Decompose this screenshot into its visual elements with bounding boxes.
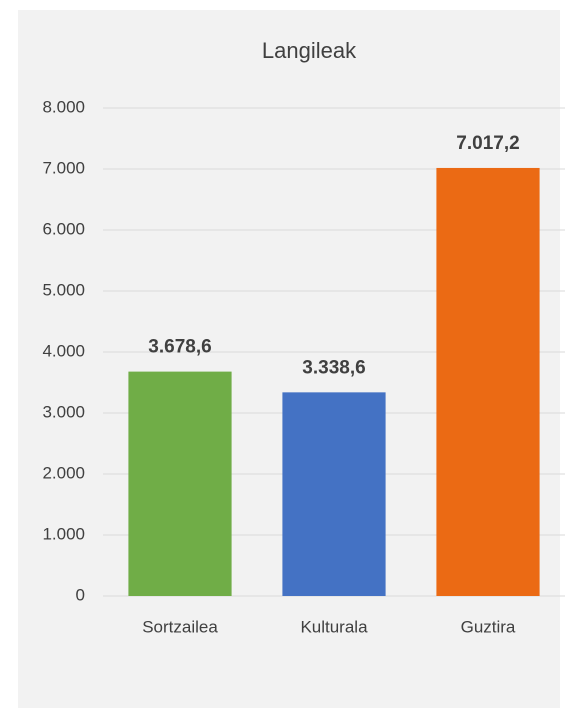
bar <box>128 371 232 596</box>
x-tick-label: Sortzailea <box>142 617 218 636</box>
y-tick-label: 8.000 <box>42 97 85 116</box>
y-tick-label: 1.000 <box>42 524 85 543</box>
data-label: 3.678,6 <box>148 337 211 358</box>
y-tick-label: 2.000 <box>42 463 85 482</box>
chart-title: Langileak <box>262 38 357 63</box>
bar <box>436 167 540 596</box>
bar <box>282 392 386 596</box>
y-tick-label: 5.000 <box>42 280 85 299</box>
x-tick-label: Guztira <box>461 617 516 636</box>
x-tick-label: Kulturala <box>300 617 368 636</box>
data-label: 3.338,6 <box>302 357 365 378</box>
y-tick-label: 6.000 <box>42 219 85 238</box>
y-tick-label: 0 <box>76 585 85 604</box>
y-tick-label: 7.000 <box>42 158 85 177</box>
y-tick-label: 3.000 <box>42 402 85 421</box>
y-tick-label: 4.000 <box>42 341 85 360</box>
data-label: 7.017,2 <box>456 133 519 154</box>
